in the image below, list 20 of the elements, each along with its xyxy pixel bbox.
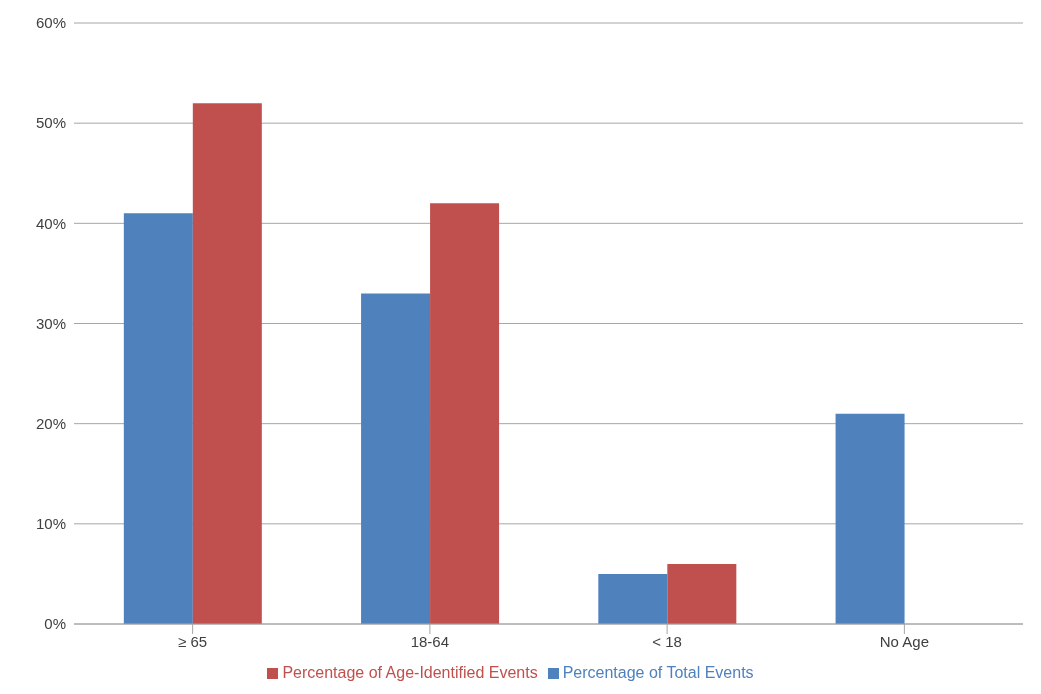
y-tick-label: 0% <box>44 615 66 633</box>
x-tick-label: < 18 <box>652 632 682 650</box>
y-tick-label: 30% <box>35 314 66 332</box>
bar <box>192 103 262 624</box>
legend-label: Percentage of Age-Identified Events <box>282 664 538 681</box>
bar <box>835 413 905 624</box>
y-tick-label: 10% <box>35 515 66 533</box>
bar <box>123 213 193 624</box>
x-tick-label: No Age <box>879 632 929 650</box>
legend-label: Percentage of Total Events <box>562 664 754 681</box>
y-tick-label: 60% <box>35 14 66 32</box>
bar <box>598 573 668 624</box>
x-tick-label: ≥ 65 <box>178 632 208 650</box>
bar <box>667 563 737 624</box>
x-tick-label: 18-64 <box>410 632 450 650</box>
y-tick-label: 50% <box>35 114 66 132</box>
bar <box>430 203 500 624</box>
y-tick-label: 20% <box>35 414 66 432</box>
bar <box>361 293 431 624</box>
y-tick-label: 40% <box>35 214 66 232</box>
